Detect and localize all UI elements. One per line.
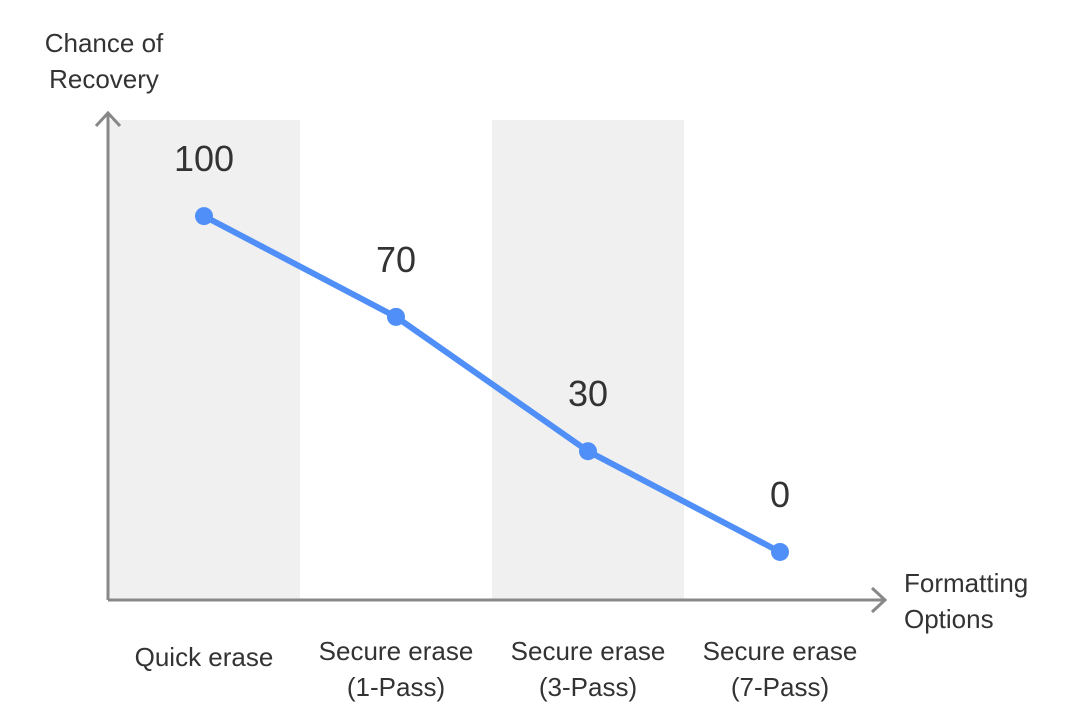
data-label: 0 — [770, 474, 790, 515]
point — [579, 442, 597, 461]
line — [202, 213, 782, 555]
point — [195, 207, 213, 226]
y-axis — [94, 110, 122, 600]
x-axis-title: Formatting Options — [904, 568, 1028, 634]
bands — [108, 120, 684, 600]
x-tick-label: Secure erase (3-Pass) — [511, 636, 666, 702]
category-band — [492, 120, 684, 600]
x-axis — [108, 586, 888, 614]
data-label: 30 — [568, 373, 608, 414]
data-label: 70 — [376, 239, 416, 280]
y-axis-title: Chance of Recovery — [45, 28, 164, 94]
x-tick-label: Secure erase (1-Pass) — [319, 636, 474, 702]
data-label: 100 — [174, 138, 234, 179]
x-tick-label: Quick erase — [135, 642, 274, 672]
category-band — [108, 120, 300, 600]
x-tick-label: Secure erase (7-Pass) — [703, 636, 858, 702]
point — [771, 542, 789, 561]
point — [387, 307, 405, 326]
